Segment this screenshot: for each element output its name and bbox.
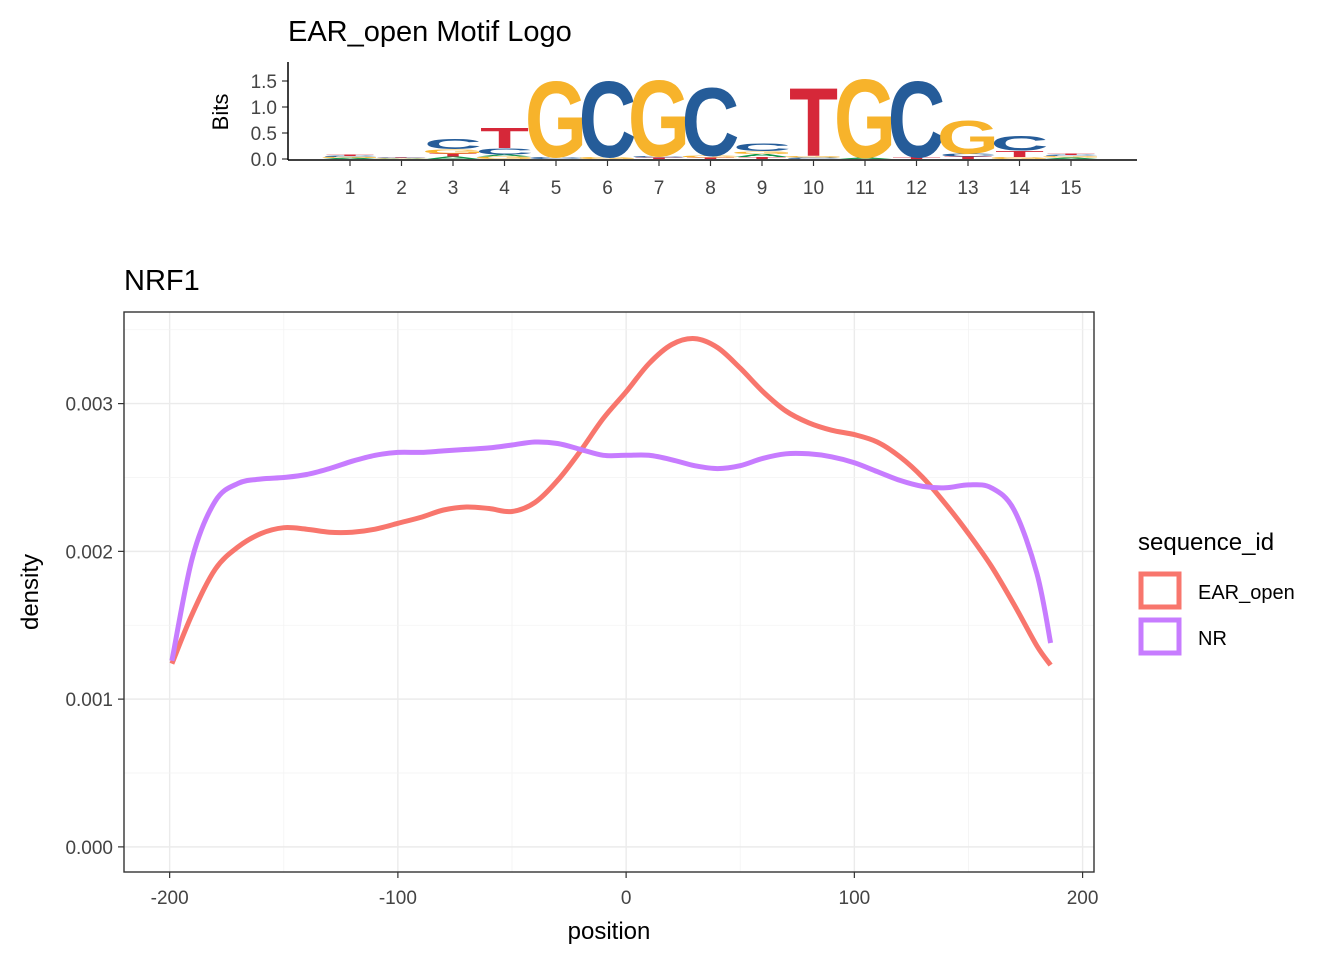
x-axis-label: position — [568, 918, 651, 945]
logo-letter-C: C — [785, 157, 843, 159]
logo-x-tick-label: 15 — [1060, 178, 1081, 199]
y-tick-label: 0.001 — [65, 690, 113, 711]
density-line-nr — [169, 439, 1054, 662]
logo-letter-G: G — [988, 156, 1050, 159]
logo-y-tick-label: 1.5 — [251, 72, 277, 93]
legend-key — [1138, 617, 1182, 656]
y-tick-label: 0.002 — [65, 542, 113, 563]
plot-border — [123, 311, 1095, 873]
logo-letter-A: A — [424, 156, 482, 160]
logo-letter-C: C — [321, 156, 379, 158]
logo-letter-G: G — [731, 151, 793, 155]
logo-x-tick-label: 9 — [757, 178, 768, 199]
logo-letter-C: C — [733, 142, 791, 154]
motif-logo-x-ticks: 1 2 3 4 5 6 7 8 9 10 11 12 13 14 15 — [345, 160, 1082, 199]
legend-title: sequence_id — [1138, 529, 1274, 556]
logo-letter-C: C — [939, 153, 997, 158]
logo-letter-T: T — [377, 157, 426, 158]
logo-letter-G: G — [782, 155, 844, 157]
logo-letter-C: C — [476, 147, 534, 157]
logo-letter-T: T — [1047, 154, 1096, 156]
x-tick-label: 200 — [1067, 888, 1099, 909]
motif-logo-y-ticks: 0.0 0.5 1.0 1.5 — [251, 72, 288, 171]
logo-letter-G: G — [422, 148, 484, 154]
density-series — [169, 336, 1054, 667]
logo-letter-T: T — [892, 156, 941, 159]
logo-y-tick-label: 1.0 — [251, 98, 277, 119]
logo-letter-T: T — [738, 156, 787, 159]
logo-letter-G: G — [937, 111, 999, 163]
logo-letter-C: C — [991, 131, 1049, 155]
logo-letter-G: G — [370, 158, 432, 159]
x-tick-label: -200 — [151, 888, 189, 909]
logo-letter-C: C — [630, 155, 688, 157]
logo-x-tick-label: 5 — [551, 178, 562, 199]
logo-x-tick-label: 2 — [396, 178, 407, 199]
plot-background — [124, 312, 1094, 872]
logo-letter-C: C — [424, 136, 482, 152]
legend-label: EAR_open — [1198, 582, 1295, 604]
x-axis-ticks: -200 -100 0 100 200 — [151, 872, 1099, 909]
logo-letter-G: G — [319, 157, 381, 159]
y-tick-label: 0.000 — [65, 838, 113, 859]
logo-letter-T: T — [429, 153, 478, 158]
logo-x-tick-label: 8 — [705, 178, 716, 199]
logo-letter-A: A — [836, 157, 894, 159]
logo-letter-T: T — [480, 122, 529, 154]
logo-x-tick-label: 6 — [602, 178, 613, 199]
logo-letter-A: A — [373, 158, 431, 159]
legend-label: NR — [1198, 628, 1227, 650]
logo-letter-T: T — [944, 156, 993, 160]
legend-key — [1138, 571, 1182, 610]
density-plot-title: NRF1 — [124, 265, 200, 297]
logo-letter-C: C — [373, 157, 431, 158]
logo-letter-C: C — [682, 67, 740, 176]
logo-x-tick-label: 4 — [499, 178, 510, 199]
logo-letter-T: T — [789, 67, 838, 176]
logo-x-tick-label: 7 — [654, 178, 665, 199]
y-axis-ticks: 0.000 0.001 0.002 0.003 — [65, 395, 124, 859]
logo-x-tick-label: 3 — [448, 178, 459, 199]
logo-letter-G: G — [576, 156, 638, 159]
plot-grid — [124, 312, 1094, 872]
density-line-ear-open — [169, 336, 1053, 667]
x-tick-label: 100 — [839, 888, 871, 909]
logo-letter-A: A — [321, 158, 379, 160]
logo-letter-A: A — [733, 153, 791, 158]
logo-x-tick-label: 14 — [1009, 178, 1031, 199]
motif-logo-letters: AGCTAGCTATGCGACTCGGCTCGTGCTAGCCGTAGTCTCG… — [319, 56, 1102, 181]
logo-letter-A: A — [476, 154, 534, 157]
y-tick-label: 0.003 — [65, 395, 113, 416]
logo-letter-G: G — [679, 155, 741, 158]
logo-x-tick-label: 1 — [345, 178, 356, 199]
logo-letter-T: T — [326, 155, 375, 157]
y-axis-label: density — [17, 554, 44, 630]
logo-x-tick-label: 11 — [855, 178, 875, 199]
legend: sequence_id EAR_open NR — [1138, 529, 1295, 656]
motif-logo-panel: EAR_open Motif Logo Bits 0.00.51.01.5 AG… — [208, 16, 1137, 199]
logo-letter-T: T — [686, 157, 735, 159]
logo-letter-T: T — [635, 157, 684, 159]
density-plot-panel: NRF1 0.000 0.001 0.002 0.003 -200 -100 0 100 20… — [17, 265, 1098, 945]
logo-letter-T: T — [995, 149, 1044, 159]
logo-letter-C: C — [1042, 155, 1100, 157]
logo-y-tick-label: 0.5 — [251, 124, 277, 145]
logo-letter-A: A — [1042, 157, 1100, 159]
logo-y-tick-label: 0.0 — [251, 150, 277, 171]
motif-logo-title: EAR_open Motif Logo — [288, 16, 572, 48]
legend-items: EAR_open NR — [1138, 571, 1295, 656]
logo-letter-G: G — [1040, 155, 1102, 157]
logo-letter-G: G — [473, 156, 535, 160]
logo-x-tick-label: 13 — [957, 178, 978, 199]
x-tick-label: -100 — [379, 888, 417, 909]
x-tick-label: 0 — [621, 888, 632, 909]
motif-logo-y-axis-label: Bits — [208, 94, 233, 131]
logo-x-tick-label: 12 — [906, 178, 927, 199]
logo-x-tick-label: 10 — [803, 178, 824, 199]
logo-letter-C: C — [527, 156, 585, 159]
